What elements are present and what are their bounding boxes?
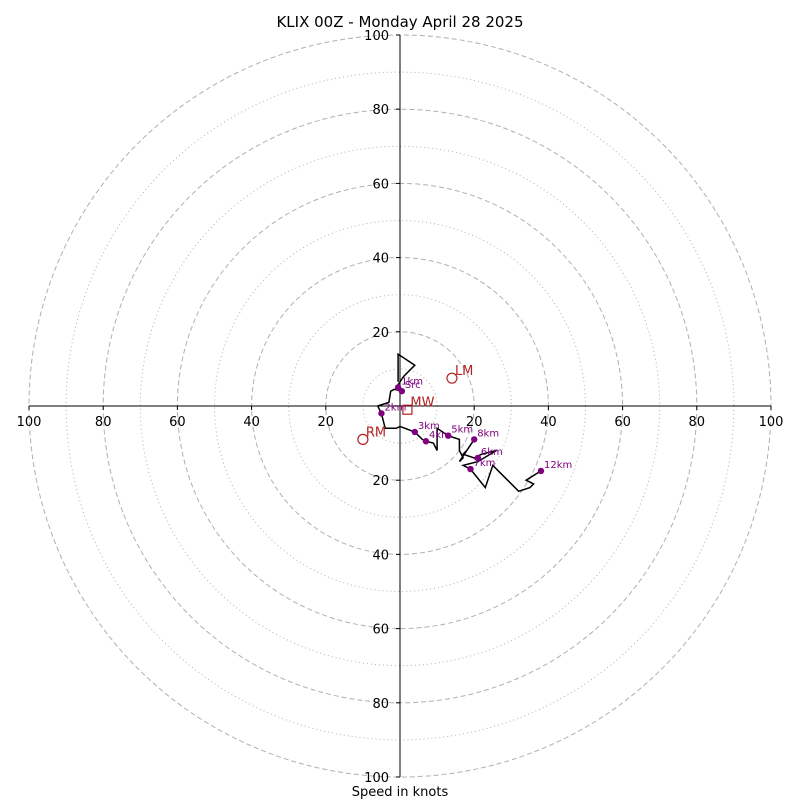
x-axis-label: Speed in knots (352, 785, 449, 800)
y-tick-label: 40 (372, 548, 389, 563)
height-marker-dot (537, 467, 545, 475)
y-tick-label: 20 (372, 326, 389, 341)
x-tick-label: 80 (689, 415, 706, 430)
height-marker-label: 5km (451, 425, 473, 436)
height-marker-label: 7km (473, 458, 495, 469)
height-marker-dot (411, 428, 419, 436)
height-marker-label: 1km (401, 376, 423, 387)
height-marker-dot (398, 387, 406, 395)
x-tick-label: 100 (759, 415, 784, 430)
y-tick-label: 100 (364, 29, 389, 44)
x-tick-label: 20 (466, 415, 483, 430)
x-tick-label: 100 (17, 415, 42, 430)
x-tick-label: 80 (95, 415, 112, 430)
axes (29, 35, 771, 777)
height-marker-dot (474, 454, 482, 462)
y-tick-label: 40 (372, 252, 389, 267)
chart-title: KLIX 00Z - Monday April 28 2025 (276, 13, 523, 31)
y-tick-label: 80 (372, 697, 389, 712)
storm-motion-marker (446, 372, 458, 384)
x-tick-label: 60 (614, 415, 631, 430)
height-marker-label: 6km (481, 447, 503, 458)
height-marker-dot (445, 432, 452, 439)
height-marker-label: 12km (544, 460, 572, 471)
height-marker-dot (422, 438, 430, 445)
height-marker-label: 8km (477, 428, 499, 439)
height-marker-label: 3km (418, 421, 440, 432)
storm-motion-label: RM (366, 425, 386, 440)
y-tick-label: 80 (372, 103, 389, 118)
y-tick-label: 60 (372, 177, 389, 192)
height-marker-dot (471, 436, 478, 443)
height-marker-label: Src (405, 380, 421, 391)
height-marker-label: 2km (384, 402, 406, 413)
x-tick-label: 20 (318, 415, 335, 430)
storm-motion-marker (402, 404, 413, 415)
height-marker-dot (467, 465, 474, 473)
storm-motion-label: MW (410, 396, 434, 411)
x-tick-label: 60 (169, 415, 186, 430)
x-tick-label: 40 (540, 415, 557, 430)
storm-motion-marker (357, 433, 369, 445)
tick-labels: 100 80 60 40 20 20 40 60 80 100 100 80 60 40 20 20 40 60 8… (17, 29, 784, 786)
height-marker-dot (378, 410, 385, 417)
x-tick-label: 40 (243, 415, 260, 430)
y-tick-label: 100 (364, 771, 389, 786)
y-tick-label: 20 (372, 474, 389, 489)
y-tick-label: 60 (372, 623, 389, 638)
storm-motion-markers: LM MW RM (357, 364, 473, 445)
height-marker-label: 4km (429, 430, 451, 441)
storm-motion-label: LM (455, 364, 473, 379)
